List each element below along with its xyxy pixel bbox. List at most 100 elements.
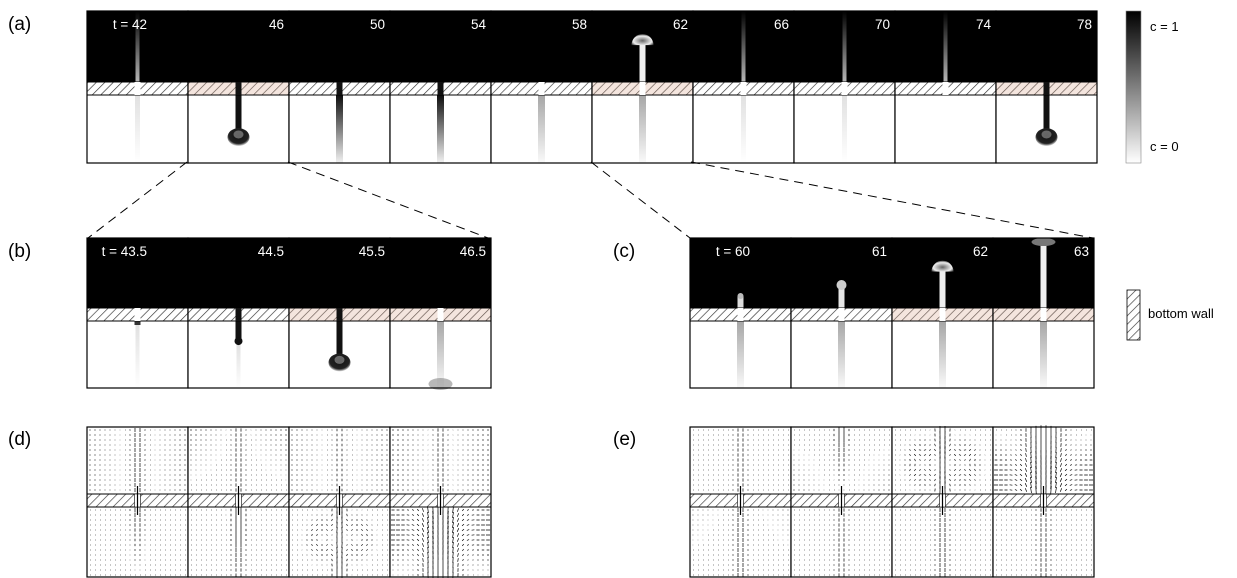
panel-b-frame-1: t = 43.5 <box>86 237 189 389</box>
panel-label-a: (a) <box>8 14 31 35</box>
wall-legend-label: bottom wall <box>1148 306 1214 321</box>
time-label: 45.5 <box>359 244 385 259</box>
panel-b-frame-2: 44.5 <box>187 237 290 389</box>
colorbar-gradient <box>1125 10 1142 164</box>
panel-d-frame-3 <box>288 426 391 578</box>
panel-a-concentration-frames: t = 42 46 50 54 58 62 66 70 74 78 <box>86 10 1098 164</box>
plume-stem <box>1043 95 1050 133</box>
wall-legend: bottom wall <box>1126 289 1214 341</box>
rising-stem <box>842 11 847 82</box>
time-label: t = 42 <box>113 17 147 32</box>
velocity-vectors <box>291 428 388 578</box>
panel-a-frame-2: 46 <box>187 10 290 164</box>
plume-core <box>1041 130 1052 139</box>
tip-head <box>836 280 847 290</box>
velocity-vectors <box>793 427 890 577</box>
zoom-guides <box>87 161 1094 239</box>
panel-a-frame-7: 66 <box>692 10 795 164</box>
plume-head <box>227 128 250 147</box>
wall-opening <box>336 82 343 95</box>
time-label: 50 <box>370 17 385 32</box>
descending-column <box>838 321 845 388</box>
rising-stem <box>135 11 140 82</box>
diffuse-trace <box>842 95 847 163</box>
panel-e-frame-1 <box>689 426 792 578</box>
lower-reservoir <box>895 95 996 163</box>
wall-opening <box>134 308 141 321</box>
panel-e-velocity-frames <box>689 425 1095 578</box>
wall-opening <box>235 82 242 95</box>
wall-opening <box>134 82 141 95</box>
frame-border <box>992 237 1095 389</box>
panel-a-frame-5: 58 <box>490 10 593 164</box>
wall-opening <box>336 308 343 321</box>
colorbar-min-label: c = 0 <box>1150 139 1179 154</box>
diffuse-trace <box>741 95 746 163</box>
wall-opening <box>838 308 845 321</box>
wall-opening <box>939 308 946 321</box>
upper-reservoir <box>289 11 390 82</box>
panel-a-frame-6: 62 <box>591 10 694 164</box>
diffuse-trace <box>236 344 241 388</box>
colorbar: c = 1 c = 0 <box>1125 10 1179 164</box>
panel-a-frame-1: t = 42 <box>86 10 189 164</box>
time-label: 62 <box>973 244 988 259</box>
panel-d-frame-4 <box>389 426 492 578</box>
mushroom-cap <box>931 260 954 272</box>
diffuse-trace <box>135 325 140 388</box>
velocity-vectors <box>390 428 491 578</box>
zoom-line-c-right <box>690 161 1094 239</box>
mushroom-cap <box>631 34 654 46</box>
time-label: t = 43.5 <box>102 244 147 259</box>
panel-c-frame-1: t = 60 <box>689 237 792 389</box>
upper-reservoir <box>390 238 491 308</box>
time-label: 44.5 <box>258 244 284 259</box>
time-label: 78 <box>1077 17 1092 32</box>
frame-border <box>389 237 492 389</box>
panel-a-frame-8: 70 <box>793 10 896 164</box>
colorbar-max-label: c = 1 <box>1150 19 1179 34</box>
time-label: 58 <box>572 17 587 32</box>
panel-b-frame-3: 45.5 <box>288 237 391 389</box>
time-label: 46.5 <box>460 244 486 259</box>
wall-opening <box>740 82 747 95</box>
upper-reservoir <box>87 238 188 308</box>
time-label: 61 <box>872 244 887 259</box>
descending-column <box>437 95 444 163</box>
plume-head <box>1035 128 1058 147</box>
upper-reservoir <box>289 238 390 308</box>
wall-opening <box>235 308 242 321</box>
time-label: 70 <box>875 17 890 32</box>
rising-tip <box>838 286 845 308</box>
mushroom-stem <box>939 267 946 308</box>
wall-opening <box>737 308 744 321</box>
frame-border <box>389 426 492 578</box>
time-label: 46 <box>269 17 284 32</box>
wall-opening <box>639 82 646 95</box>
wall-opening <box>942 82 949 95</box>
finger-tip <box>234 337 243 346</box>
panel-label-c: (c) <box>613 241 635 262</box>
diffuse-trace <box>135 95 140 163</box>
descending-column <box>737 321 744 388</box>
finger <box>235 321 242 340</box>
panel-c-frame-3: 62 <box>891 237 994 389</box>
upper-reservoir <box>491 11 592 82</box>
panel-c-concentration-frames: t = 60 61 62 63 <box>689 237 1095 389</box>
cap-at-top <box>1031 238 1056 246</box>
time-label: 62 <box>673 17 688 32</box>
frame-border <box>995 10 1098 164</box>
plume-core <box>334 355 345 364</box>
wall-opening <box>841 82 848 95</box>
velocity-vectors <box>993 425 1094 577</box>
velocity-vectors <box>692 428 789 577</box>
plume-stem <box>336 321 343 358</box>
panel-a-frame-9: 74 <box>894 10 997 164</box>
wall-opening <box>538 82 545 95</box>
wall-opening <box>1040 308 1047 321</box>
panel-e-frame-3 <box>891 426 994 578</box>
wall-legend-swatch <box>1126 289 1141 341</box>
panel-a-frame-3: 50 <box>288 10 391 164</box>
panel-a-frame-10: 78 <box>995 10 1098 164</box>
time-label: t = 60 <box>716 244 750 259</box>
